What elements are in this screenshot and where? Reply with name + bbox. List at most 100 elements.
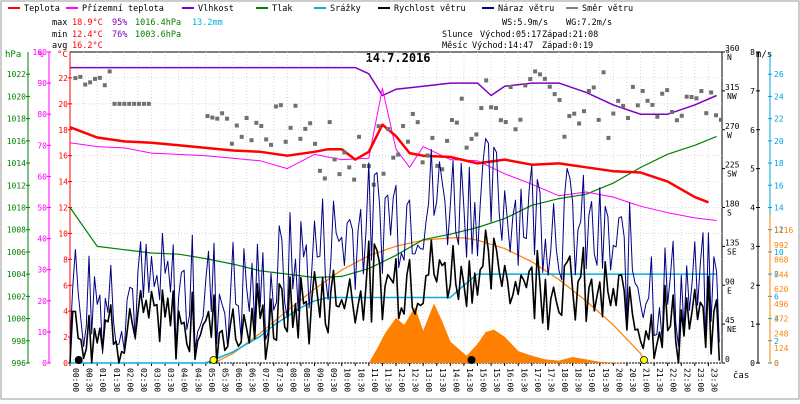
- axis-degc-tick-label-3: 6: [63, 281, 68, 290]
- series-wind-gust-line: [69, 138, 720, 354]
- wind-dir-point: [405, 139, 410, 144]
- wind-dir-point: [420, 160, 425, 165]
- wind-dir-point: [464, 145, 469, 150]
- wind-dir-point: [704, 111, 709, 116]
- x-tick-label-0: 00:00: [71, 368, 80, 392]
- wind-dir-point: [220, 111, 225, 116]
- wind-dir-point: [342, 150, 347, 155]
- axes: 00:00 00:30 01:00 01:30 02:00 02:30 03:00 03:30…: [7, 44, 794, 392]
- wind-dir-point: [552, 92, 557, 97]
- x-tick-label-43: 21:30: [655, 368, 664, 392]
- axis-ms-tick-label-1: 1: [750, 320, 755, 329]
- axis-degc-tick-label-0: 0: [63, 359, 68, 368]
- wind-dir-point: [357, 134, 362, 139]
- x-tick-label-11: 05:30: [220, 368, 229, 392]
- x-tick-label-47: 23:30: [709, 368, 718, 392]
- x-tick-label-24: 12:00: [397, 368, 406, 392]
- axis-dir-compass-7: NW: [727, 92, 737, 101]
- stat-min-label: min: [52, 30, 67, 40]
- moon-rise: Východ:14:47: [472, 41, 533, 51]
- axis-hpa-tick-label-9: 1014: [7, 159, 26, 168]
- legend-label-3: Tlak: [272, 4, 292, 14]
- x-tick-label-42: 21:00: [642, 368, 651, 392]
- wind-dir-point: [127, 101, 132, 106]
- x-tick-label-27: 13:30: [438, 368, 447, 392]
- wind-dir-point: [528, 77, 533, 82]
- wind-dir-point: [489, 105, 494, 110]
- wind-dir-point: [308, 121, 313, 126]
- x-tick-label-33: 16:30: [519, 368, 528, 392]
- axis-dir-tick-label-5: 225: [725, 161, 740, 170]
- wind-dir-point: [278, 103, 283, 108]
- x-tick-label-2: 01:00: [98, 368, 107, 392]
- wind-dir-point: [396, 152, 401, 157]
- wind-dir-point: [386, 127, 391, 132]
- wind-dir-point: [337, 172, 342, 177]
- wind-dir-point: [288, 125, 293, 130]
- stat-min-temp: 12.4°C: [72, 30, 103, 40]
- wind-dir-point: [523, 83, 528, 88]
- wind-dir-point: [107, 69, 112, 74]
- wind-dir-point: [591, 85, 596, 90]
- x-tick-label-28: 14:00: [451, 368, 460, 392]
- wind-dir-point: [322, 176, 327, 181]
- wind-dir-point: [229, 141, 234, 146]
- axis-pct-tick-label-6: 60: [37, 172, 47, 181]
- wind-dir-point: [254, 120, 259, 125]
- chart-title: 14.7.2016: [365, 51, 430, 65]
- axis-ms-tick-label-2: 2: [750, 281, 755, 290]
- x-tick-label-29: 14:30: [465, 368, 474, 392]
- axis-hpa-tick-label-8: 1012: [7, 181, 26, 190]
- axis-dir-compass-1: NE: [727, 325, 737, 334]
- axis-hpa-tick-label-5: 1006: [7, 248, 26, 257]
- wind-dir-point: [513, 127, 518, 132]
- axis-dir-compass-5: SW: [727, 170, 737, 179]
- axis-dir-tick-label-7: 315: [725, 83, 740, 92]
- axis-wm2-tick-label-8: 992: [774, 241, 789, 250]
- axis-degc-tick-label-6: 12: [58, 204, 68, 213]
- legend-label-6: Náraz větru: [498, 4, 554, 14]
- x-tick-label-32: 16:00: [506, 368, 515, 392]
- wind-dir-point: [714, 113, 719, 118]
- axis-hpa-tick-label-2: 1000: [7, 315, 26, 324]
- wind-dir-point: [293, 103, 298, 108]
- wind-dir-point: [640, 88, 645, 93]
- wind-dir-point: [586, 88, 591, 93]
- axis-mm-tick-label-5: 10: [774, 248, 784, 257]
- axis-dir-compass-3: SE: [727, 247, 737, 256]
- x-tick-label-16: 08:00: [288, 368, 297, 392]
- stat-avg-label: avg: [52, 41, 67, 51]
- axis-dir-tick-label-6: 270: [725, 122, 740, 131]
- axis-unit-degc: °C: [57, 50, 68, 60]
- wind-dir-point: [83, 82, 88, 87]
- axis-mm-tick-label-0: 0: [774, 359, 779, 368]
- axis-hpa-tick-label-13: 1022: [7, 70, 26, 79]
- axis-hpa-tick-label-4: 1004: [7, 270, 26, 279]
- axis-dir-tick-label-3: 135: [725, 238, 740, 247]
- wind-dir-point: [137, 101, 142, 106]
- wind-dir-point: [352, 177, 357, 182]
- x-tick-label-3: 01:30: [112, 368, 121, 392]
- axis-hpa-tick-label-1: 998: [12, 337, 27, 346]
- x-axis-label: čas: [733, 370, 749, 381]
- axis-degc-tick-label-10: 20: [58, 100, 68, 109]
- x-tick-label-37: 18:30: [574, 368, 583, 392]
- axis-unit-pct: %: [38, 50, 44, 60]
- axis-ms-tick-label-8: 8: [750, 48, 755, 57]
- moon-set: Západ:0:19: [542, 41, 593, 51]
- wind-dir-point: [215, 116, 220, 121]
- wind-dir-point: [210, 115, 215, 120]
- wind-dir-point: [410, 111, 415, 116]
- axis-wm2-tick-label-5: 620: [774, 285, 789, 294]
- wind-dir-point: [689, 95, 694, 100]
- wind-dir-point: [440, 167, 445, 172]
- axis-dir-compass-8: N: [727, 53, 732, 62]
- sun-rise: Východ:05:17: [480, 30, 541, 40]
- axis-pct-tick-label-2: 20: [37, 297, 47, 306]
- wind-dir-point: [259, 123, 264, 128]
- axis-ms-tick-label-7: 7: [750, 87, 755, 96]
- wind-dir-point: [332, 157, 337, 162]
- wind-dir-point: [239, 134, 244, 139]
- wind-dir-point: [102, 83, 107, 88]
- stat-max-label: max: [52, 18, 67, 28]
